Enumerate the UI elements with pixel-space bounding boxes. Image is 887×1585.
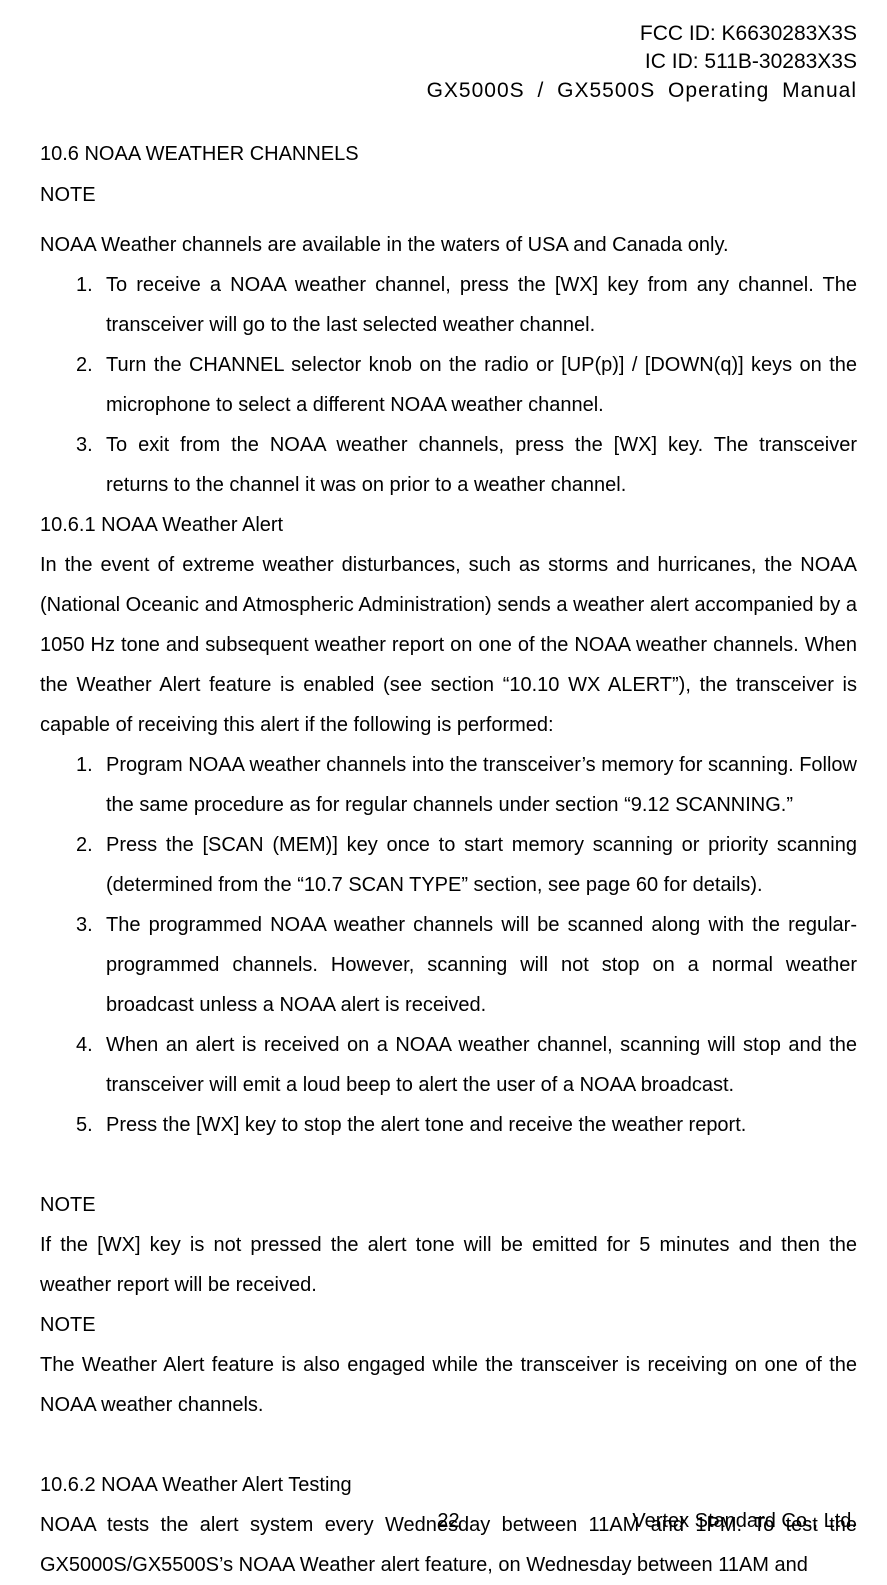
note-text: If the [WX] key is not pressed the alert… <box>40 1225 857 1305</box>
list-item: 2. Press the [SCAN (MEM)] key once to st… <box>76 825 857 905</box>
ordered-list-1: 1. To receive a NOAA weather channel, pr… <box>40 265 857 505</box>
company-name: Vertex Standard Co., Ltd. <box>632 1507 857 1535</box>
list-text: To receive a NOAA weather channel, press… <box>106 274 857 336</box>
note-text: NOAA Weather channels are available in t… <box>40 225 857 265</box>
list-number: 3. <box>76 905 93 945</box>
list-item: 3. The programmed NOAA weather channels … <box>76 905 857 1025</box>
list-item: 1. To receive a NOAA weather channel, pr… <box>76 265 857 345</box>
list-number: 2. <box>76 345 93 385</box>
page-number: 22 <box>437 1507 459 1535</box>
fcc-id: FCC ID: K6630283X3S <box>40 20 857 48</box>
list-number: 2. <box>76 825 93 865</box>
list-text: Press the [SCAN (MEM)] key once to start… <box>106 834 857 896</box>
section-title: 10.6 NOAA WEATHER CHANNELS <box>40 143 857 166</box>
note-text: The Weather Alert feature is also engage… <box>40 1345 857 1425</box>
note-label: NOTE <box>40 1305 857 1345</box>
list-number: 4. <box>76 1025 93 1065</box>
list-item: 5. Press the [WX] key to stop the alert … <box>76 1105 857 1145</box>
document-header: FCC ID: K6630283X3S IC ID: 511B-30283X3S… <box>40 20 857 105</box>
list-text: Press the [WX] key to stop the alert ton… <box>106 1114 746 1136</box>
footer: 22 Vertex Standard Co., Ltd. <box>40 1507 857 1535</box>
list-text: Turn the CHANNEL selector knob on the ra… <box>106 354 857 416</box>
list-text: Program NOAA weather channels into the t… <box>106 754 857 816</box>
list-item: 3. To exit from the NOAA weather channel… <box>76 425 857 505</box>
subsection-title: 10.6.1 NOAA Weather Alert <box>40 505 857 545</box>
subsection-paragraph: In the event of extreme weather disturba… <box>40 545 857 745</box>
subsection-title: 10.6.2 NOAA Weather Alert Testing <box>40 1465 857 1505</box>
ic-id: IC ID: 511B-30283X3S <box>40 48 857 76</box>
list-number: 5. <box>76 1105 93 1145</box>
list-number: 1. <box>76 745 93 785</box>
list-item: 4. When an alert is received on a NOAA w… <box>76 1025 857 1105</box>
list-item: 1. Program NOAA weather channels into th… <box>76 745 857 825</box>
note-label: NOTE <box>40 184 857 207</box>
list-text: The programmed NOAA weather channels wil… <box>106 914 857 1016</box>
note-label: NOTE <box>40 1185 857 1225</box>
list-text: To exit from the NOAA weather channels, … <box>106 434 857 496</box>
spacer <box>40 1425 857 1465</box>
manual-title: GX5000S / GX5500S Operating Manual <box>40 77 857 105</box>
list-text: When an alert is received on a NOAA weat… <box>106 1034 857 1096</box>
spacer <box>40 1145 857 1185</box>
list-item: 2. Turn the CHANNEL selector knob on the… <box>76 345 857 425</box>
list-number: 1. <box>76 265 93 305</box>
ordered-list-2: 1. Program NOAA weather channels into th… <box>40 745 857 1145</box>
list-number: 3. <box>76 425 93 465</box>
